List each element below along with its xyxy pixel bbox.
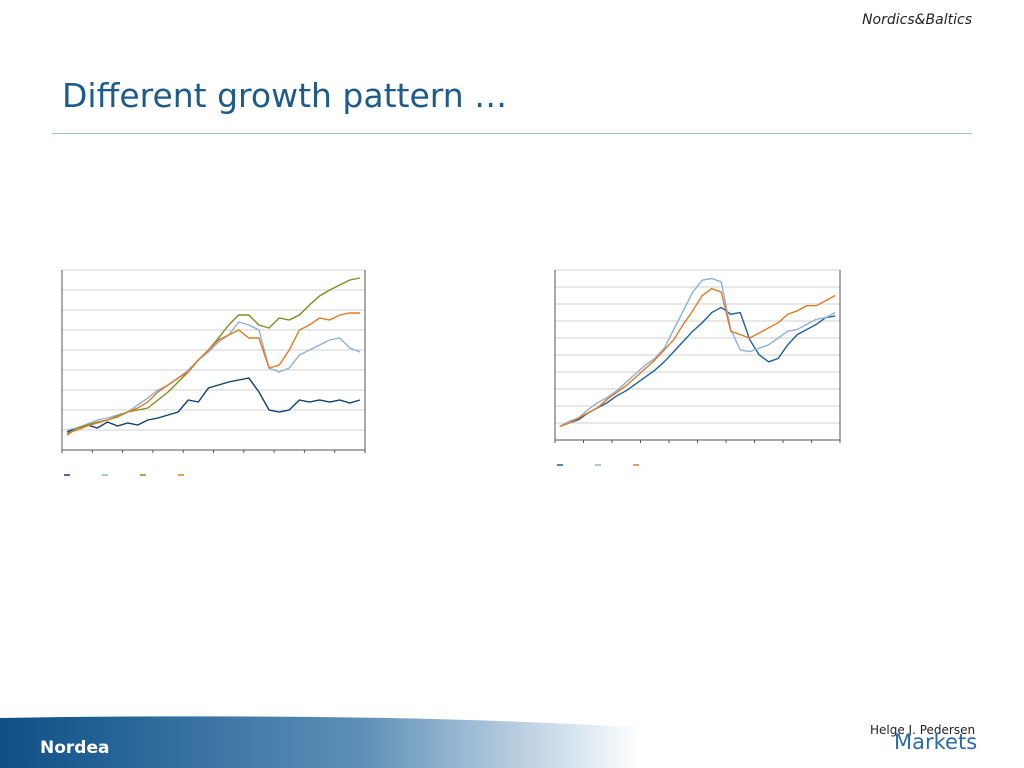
slide-title: Different growth pattern …	[62, 76, 508, 115]
header: Nordics&Baltics	[862, 12, 972, 28]
brand: Markets	[894, 730, 978, 754]
series-line	[559, 277, 836, 428]
title-rule	[52, 133, 972, 134]
author: Helge J. Pedersen	[870, 723, 976, 737]
logo: Nordea	[40, 738, 110, 758]
series-line	[559, 287, 836, 428]
series-line	[66, 377, 361, 433]
charts	[61, 269, 841, 476]
series-line	[66, 312, 360, 434]
series-line	[66, 277, 361, 436]
series-line	[559, 306, 836, 428]
footer-band	[0, 716, 800, 768]
series-line	[66, 321, 361, 431]
